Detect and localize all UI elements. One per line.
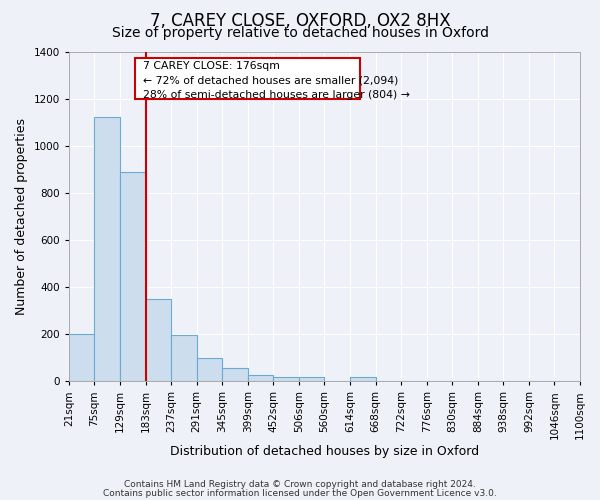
- X-axis label: Distribution of detached houses by size in Oxford: Distribution of detached houses by size …: [170, 444, 479, 458]
- Bar: [197, 358, 222, 382]
- Bar: [222, 368, 248, 382]
- Bar: [94, 118, 120, 382]
- Text: 7 CAREY CLOSE: 176sqm
← 72% of detached houses are smaller (2,094)
28% of semi-d: 7 CAREY CLOSE: 176sqm ← 72% of detached …: [143, 62, 410, 100]
- Text: Contains public sector information licensed under the Open Government Licence v3: Contains public sector information licen…: [103, 488, 497, 498]
- Bar: [299, 377, 325, 382]
- Bar: [69, 334, 94, 382]
- Bar: [350, 377, 376, 382]
- Text: Size of property relative to detached houses in Oxford: Size of property relative to detached ho…: [112, 26, 488, 40]
- Bar: [120, 172, 146, 382]
- Bar: [171, 336, 197, 382]
- Text: 7, CAREY CLOSE, OXFORD, OX2 8HX: 7, CAREY CLOSE, OXFORD, OX2 8HX: [149, 12, 451, 30]
- FancyBboxPatch shape: [135, 58, 360, 100]
- Bar: [146, 299, 171, 382]
- Text: Contains HM Land Registry data © Crown copyright and database right 2024.: Contains HM Land Registry data © Crown c…: [124, 480, 476, 489]
- Bar: [273, 377, 299, 382]
- Y-axis label: Number of detached properties: Number of detached properties: [15, 118, 28, 315]
- Bar: [248, 376, 273, 382]
